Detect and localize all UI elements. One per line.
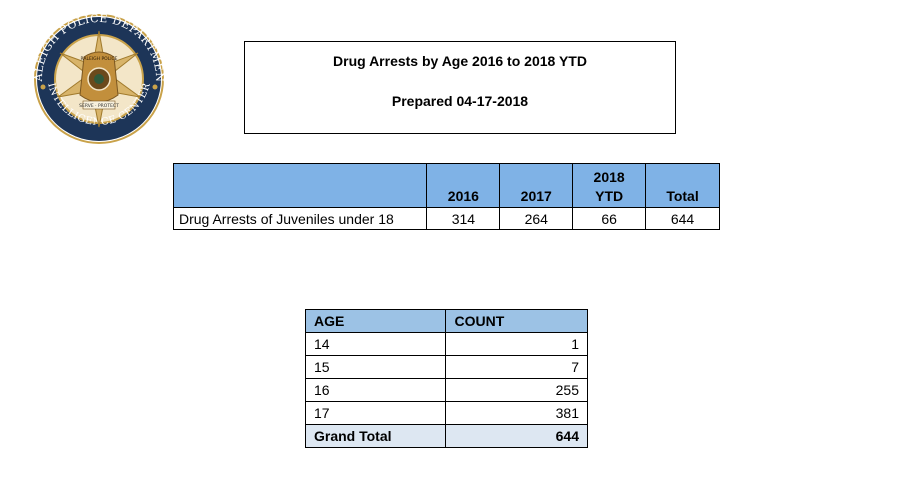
arrests-by-age-table: AGE COUNT 14 1 15 7 16 255 17 381 Grand … [304, 309, 588, 448]
table-row: 14 1 [304, 332, 588, 356]
summary-row-label: Drug Arrests of Juveniles under 18 [172, 207, 428, 230]
count-cell: 1 [445, 332, 588, 356]
grand-total-row: Grand Total 644 [304, 424, 588, 448]
age-cell: 16 [304, 378, 447, 402]
summary-value-2017: 264 [499, 207, 574, 230]
summary-value-2016: 314 [426, 207, 501, 230]
summary-value-total: 644 [645, 207, 720, 230]
raleigh-police-intelligence-center-seal: RALEIGH POLICE DEPARTMENT INTELLIGENCE C… [28, 13, 166, 144]
grand-total-label: Grand Total [304, 424, 447, 448]
summary-header-total: Total [645, 163, 720, 208]
report-title-box: Drug Arrests by Age 2016 to 2018 YTD Pre… [244, 41, 676, 134]
age-header-row: AGE COUNT [304, 309, 588, 333]
table-row: 15 7 [304, 355, 588, 379]
prepared-date: Prepared 04-17-2018 [391, 93, 529, 109]
count-cell: 7 [445, 355, 588, 379]
summary-header-2017: 2017 [499, 163, 574, 208]
count-cell: 381 [445, 401, 588, 425]
summary-header-2018-year: 2018 [593, 169, 625, 185]
age-cell: 17 [304, 401, 447, 425]
summary-header-2016: 2016 [426, 163, 501, 208]
summary-header-2018-ytd-label: YTD [595, 188, 624, 204]
report-title: Drug Arrests by Age 2016 to 2018 YTD [333, 53, 587, 69]
age-cell: 15 [304, 355, 447, 379]
summary-header-row: 2016 2017 2018 YTD Total [172, 163, 720, 208]
table-row: Drug Arrests of Juveniles under 18 314 2… [172, 207, 720, 230]
svg-text:RALEIGH POLICE: RALEIGH POLICE [80, 56, 117, 62]
grand-total-value: 644 [445, 424, 588, 448]
table-row: 16 255 [304, 378, 588, 402]
juvenile-arrests-summary-table: 2016 2017 2018 YTD Total Drug Arrests of… [172, 163, 720, 230]
table-row: 17 381 [304, 401, 588, 425]
svg-text:SERVE · PROTECT: SERVE · PROTECT [79, 103, 119, 109]
count-cell: 255 [445, 378, 588, 402]
count-column-header: COUNT [445, 309, 588, 333]
summary-value-2018-ytd: 66 [572, 207, 647, 230]
summary-header-2018-ytd: 2018 YTD [572, 163, 647, 208]
summary-header-blank [172, 163, 428, 208]
age-column-header: AGE [304, 309, 447, 333]
age-cell: 14 [304, 332, 447, 356]
